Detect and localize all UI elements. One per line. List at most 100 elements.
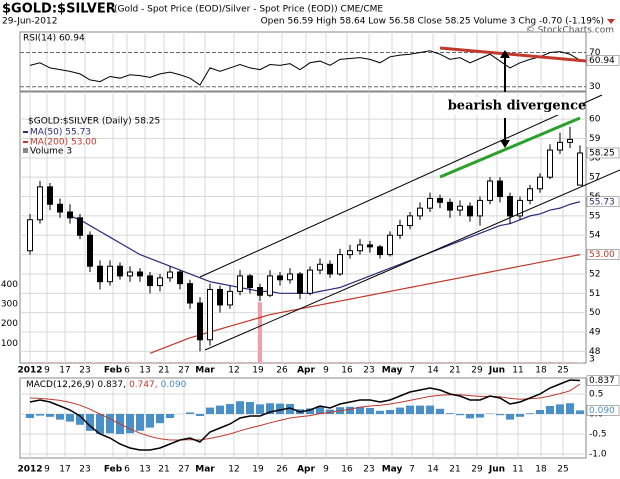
- volume-bar: [158, 362, 162, 363]
- x-tick-label: 14: [427, 366, 439, 376]
- macd-legend-part: 0.090: [161, 380, 187, 390]
- y-tick-label: 54: [589, 231, 601, 241]
- macd-hist-bar: [36, 414, 44, 416]
- macd-hist-bar: [186, 412, 194, 414]
- red-trend: [439, 46, 587, 63]
- candle-body: [167, 271, 173, 279]
- y-tick-label: 49: [589, 328, 601, 338]
- y-tick-label: 55: [589, 211, 600, 221]
- macd-hist-bar: [266, 403, 274, 414]
- candle-body: [337, 254, 343, 275]
- volume-bar: [88, 362, 92, 363]
- annotations: bearish divergence: [199, 46, 620, 351]
- value-tag-bg: [586, 375, 620, 386]
- x-tick-label: 26: [276, 366, 288, 376]
- macd-hist-bar: [546, 406, 554, 414]
- macd-hist-bar: [516, 414, 524, 417]
- macd-hist-bar: [306, 408, 314, 414]
- macd-hist-bar: [166, 414, 174, 418]
- candle-body: [117, 265, 123, 277]
- x-tick-label: 12: [228, 465, 239, 475]
- candle-body: [47, 186, 53, 205]
- x-tick-label: 13: [139, 366, 150, 376]
- volume-bar: [108, 362, 112, 363]
- volume-bar: [528, 362, 532, 363]
- value-tag: 60.94: [589, 56, 615, 66]
- value-tag: 53.00: [589, 250, 615, 260]
- x-tick-label: 18: [535, 366, 547, 376]
- volume-bar: [468, 362, 472, 363]
- volume-bar: [408, 362, 412, 363]
- macd-hist-bar: [276, 403, 284, 414]
- candle-body: [307, 269, 313, 294]
- macd-hist-bar: [236, 401, 244, 414]
- x-tick-label: 19: [252, 366, 264, 376]
- macd-hist-bar: [556, 404, 564, 414]
- macd-hist-bar: [576, 410, 584, 414]
- volume-bar: [358, 362, 362, 363]
- volume-tick-label: 400: [1, 280, 18, 290]
- candle-body: [367, 244, 373, 248]
- price-legend: $GOLD:$SILVER (Daily) 58.25: [28, 117, 160, 127]
- macd-legend-part: MACD(12,26,9): [26, 380, 94, 390]
- macd-hist-bar: [156, 414, 164, 424]
- candle-body: [437, 197, 443, 203]
- rsi-tick-label: 30: [589, 82, 601, 92]
- volume-bar: [98, 362, 102, 363]
- candle-body: [57, 203, 63, 213]
- candle-body: [537, 176, 543, 190]
- macd-line: [29, 379, 581, 451]
- macd-hist-bar: [226, 404, 234, 414]
- macd-hist-bar: [126, 414, 134, 434]
- value-tag-bg: [586, 196, 620, 208]
- candle-body: [297, 273, 303, 294]
- candle-body: [427, 197, 433, 209]
- volume-bar: [268, 362, 272, 363]
- legend-entry: MA(50) 55.73: [30, 128, 91, 138]
- candle-body: [557, 141, 563, 151]
- macd-hist-bar: [56, 414, 64, 420]
- macd-hist-bar: [406, 405, 414, 414]
- volume-bar: [218, 362, 222, 363]
- candle-body: [287, 273, 293, 281]
- macd-hist-bar: [286, 404, 294, 414]
- volume-bar: [338, 362, 342, 363]
- annotation: bearish divergence: [448, 99, 587, 114]
- macd-legend-part: 0.747,: [129, 380, 158, 390]
- x-tick-label: 25: [557, 366, 568, 376]
- volume-bar: [48, 362, 52, 363]
- x-tick-label: 6: [124, 366, 130, 376]
- y-tick-label: 51: [589, 289, 600, 299]
- volume-bar: [478, 362, 482, 363]
- volume-bar: [58, 362, 62, 363]
- candle-body: [97, 265, 103, 283]
- annotation-bg: [452, 97, 582, 115]
- candle-body: [147, 275, 153, 287]
- x-tick-label: May: [382, 465, 403, 475]
- arrow-head: [500, 140, 510, 148]
- x-tick-label: 23: [79, 366, 90, 376]
- x-tick-label: 18: [535, 465, 547, 475]
- x-tick-label: Feb: [104, 465, 123, 475]
- volume-last: 3: [589, 355, 595, 365]
- volume-bar: [548, 362, 552, 363]
- volume-bar: [508, 362, 512, 363]
- macd-hist-bar: [326, 409, 334, 414]
- volume-bar: [498, 362, 502, 363]
- macd-hist-bar: [246, 402, 254, 414]
- volume-bar: [68, 362, 72, 363]
- x-tick-label: 23: [363, 366, 374, 376]
- candle-body: [127, 271, 133, 277]
- ma-line: [69, 201, 581, 294]
- volume-bar: [488, 362, 492, 363]
- candle-body: [217, 288, 223, 306]
- volume-bar: [198, 362, 202, 363]
- x-tick-label: 6: [124, 465, 130, 475]
- x-tick-label: 7: [409, 366, 415, 376]
- macd-hist-bar: [86, 414, 94, 431]
- macd-hist-bar: [416, 405, 424, 414]
- candle-body: [257, 287, 263, 296]
- volume-bar: [348, 362, 352, 363]
- macd-tick-label: 0.5: [589, 390, 603, 400]
- value-tag-bg: [586, 147, 620, 159]
